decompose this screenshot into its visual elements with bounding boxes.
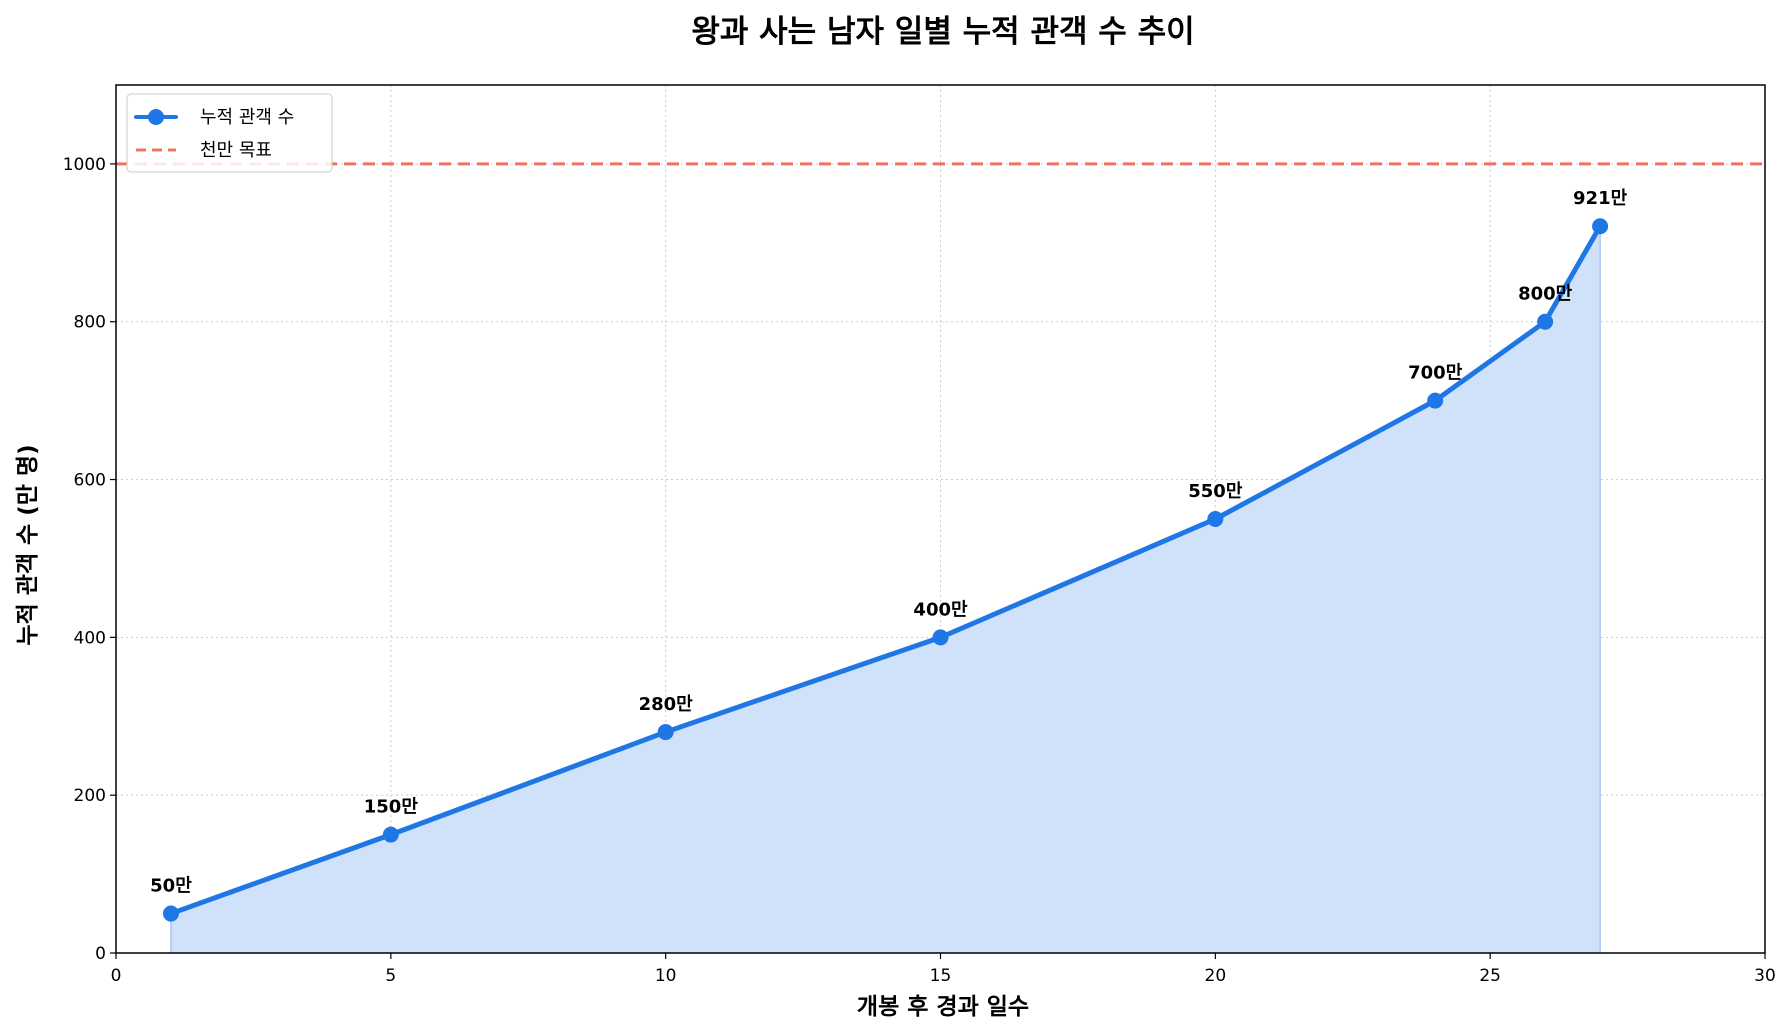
x-tick-label: 25 [1479,966,1501,986]
legend-reference-label: 천만 목표 [200,140,272,161]
x-tick-label: 15 [930,966,952,986]
x-axis-label: 개봉 후 경과 일수 [857,994,1029,1020]
y-tick-label: 400 [74,628,106,648]
legend-series-marker [148,109,164,125]
y-axis-label: 누적 관객 수 (만 명) [15,444,41,645]
data-label: 280만 [639,694,694,715]
data-label-layer: 50만 150만 280만 400만 550만 700만 800만 921만 [150,188,1627,896]
x-tick-label: 5 [385,966,396,986]
series-line [168,223,1603,917]
data-point [1537,313,1554,330]
data-point [162,905,179,922]
data-label: 700만 [1408,363,1463,384]
x-tick-label: 30 [1754,966,1776,986]
series-line-layer [168,223,1603,917]
data-point [657,724,674,741]
data-point [1427,392,1444,409]
x-tick-label: 10 [655,966,677,986]
y-tick-label: 0 [95,944,106,964]
area-layer [170,223,1601,954]
y-axis-ticks: 0 200 400 600 800 1000 [63,155,116,964]
y-tick-label: 200 [74,786,106,806]
y-tick-label: 600 [74,471,106,491]
x-axis-ticks: 0 5 10 15 20 25 30 [111,953,1776,986]
legend-box [126,93,333,173]
data-label: 550만 [1188,481,1243,502]
data-label: 50만 [150,876,192,897]
data-label: 800만 [1518,284,1573,305]
y-tick-label: 1000 [63,155,106,175]
legend-series-label: 누적 관객 수 [200,107,294,128]
data-point [382,826,399,843]
data-point [1592,218,1609,235]
y-tick-label: 800 [74,313,106,333]
series-area-fill [170,223,1601,954]
data-label: 400만 [913,599,968,620]
x-tick-label: 20 [1205,966,1227,986]
data-point-layer [162,218,1609,922]
data-label: 921만 [1573,188,1628,209]
x-tick-label: 0 [111,966,122,986]
data-point [932,629,949,646]
data-label: 150만 [364,797,419,818]
chart-title: 왕과 사는 남자 일별 누적 관객 수 추이 [691,14,1194,50]
data-point [1207,511,1224,527]
legend: 누적 관객 수 천만 목표 [126,93,333,173]
